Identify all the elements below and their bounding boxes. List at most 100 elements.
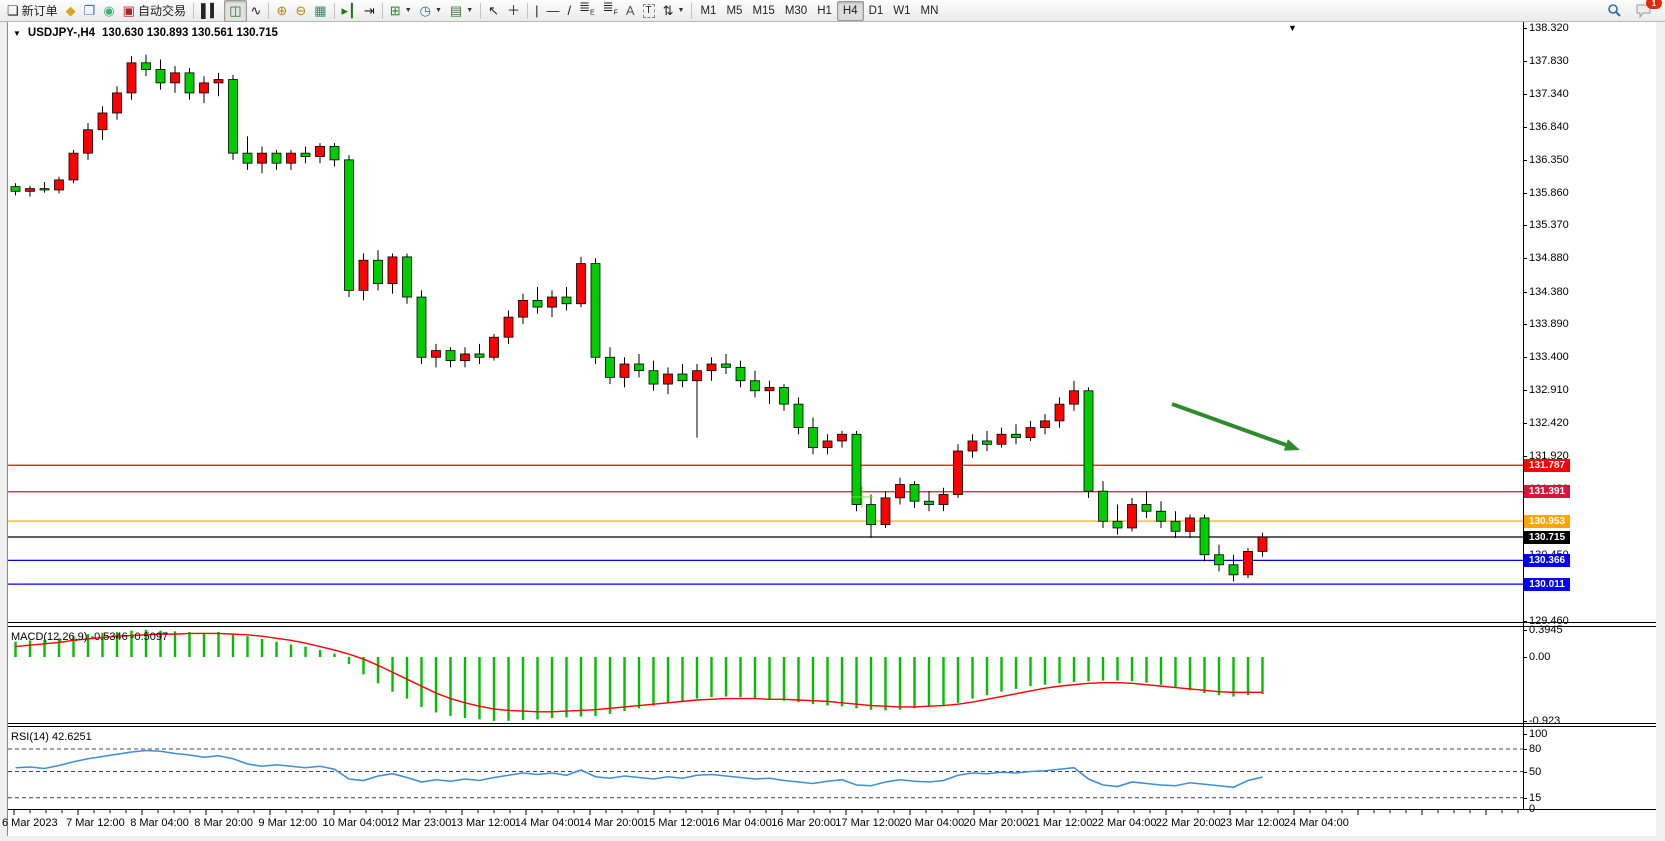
new-order-label: 新订单	[21, 4, 58, 18]
candle	[793, 403, 804, 428]
candle	[373, 259, 383, 285]
candle	[1156, 510, 1166, 522]
one-click-trading-toggle-icon[interactable]: ▼	[13, 28, 21, 38]
equidistant-channel-tool-button[interactable]: ≣E	[575, 0, 599, 21]
fibonacci-tool-button[interactable]: ≣F	[599, 0, 622, 21]
new-order-icon: ❏	[7, 2, 19, 18]
candle	[982, 440, 992, 445]
price-tick-mark	[1523, 159, 1527, 161]
candle	[692, 370, 702, 382]
macd-tick-label: 0.3945	[1529, 623, 1563, 636]
time-axis-label: 21 Mar 12:00	[1027, 817, 1093, 829]
candle	[1185, 517, 1195, 532]
rsi-tick-label: 0	[1529, 803, 1536, 815]
price-tick-mark	[1523, 390, 1527, 392]
candle	[315, 146, 325, 157]
data-window-button[interactable]: ❐	[80, 1, 100, 21]
candle	[228, 79, 238, 154]
zoom-out-button[interactable]: ⊖	[291, 1, 310, 21]
candle	[344, 159, 354, 291]
text-tool-button[interactable]: A	[622, 1, 639, 21]
auto-scroll-button[interactable]: ▸┃	[338, 1, 360, 21]
timeframe-d1-button[interactable]: D1	[868, 4, 884, 17]
autotrading-button[interactable]: ▣ 自动交易	[119, 1, 190, 21]
price-tick-label: 134.880	[1529, 252, 1569, 265]
time-axis-ticks	[13, 810, 1519, 815]
notifications-button[interactable]: 1	[1632, 0, 1662, 21]
trendline-tool-button[interactable]: /	[563, 1, 575, 21]
candle	[431, 350, 441, 358]
chart-background	[8, 22, 1656, 836]
price-axis-line[interactable]	[1523, 22, 1524, 809]
candle	[1025, 427, 1036, 439]
candle	[416, 296, 427, 358]
zoom-in-button[interactable]: ⊕	[272, 1, 291, 21]
timeframe-m30-button[interactable]: M30	[784, 4, 808, 17]
timeframe-m15-button[interactable]: M15	[752, 4, 775, 17]
candle	[967, 440, 978, 452]
crosshair-tool-button[interactable]: ＋	[503, 1, 524, 21]
time-axis-label: 15 Mar 12:00	[643, 817, 708, 829]
chart-shift-marker-icon[interactable]: ▼	[1288, 23, 1297, 33]
panel-separator[interactable]	[8, 626, 1656, 627]
rsi-tick-mark	[1523, 809, 1527, 810]
vertical-line-tool-button[interactable]: |	[531, 1, 542, 21]
price-tick-label: 137.340	[1529, 87, 1569, 100]
candle	[953, 450, 963, 495]
text-label-tool-button[interactable]: T	[639, 1, 659, 21]
price-tick-label: 134.380	[1529, 285, 1569, 298]
panel-separator[interactable]	[8, 622, 1656, 623]
candle	[39, 188, 50, 191]
market-watch-button[interactable]: ◆	[62, 1, 80, 21]
candle	[1214, 554, 1224, 566]
candle	[402, 256, 412, 298]
tile-windows-button[interactable]: ▦	[310, 1, 330, 21]
panel-separator[interactable]	[8, 726, 1656, 727]
cursor-tool-button[interactable]: ↖	[484, 1, 503, 21]
candle	[880, 497, 891, 526]
bar-chart-mode-button[interactable]: ▌▍	[197, 1, 224, 21]
search-button[interactable]	[1603, 1, 1626, 21]
candle	[1199, 517, 1210, 556]
indicators-button[interactable]: ⊞ ▼	[386, 1, 416, 21]
price-chart[interactable]	[8, 22, 1523, 623]
macd-chart[interactable]	[8, 627, 1523, 723]
panel-separator[interactable]	[8, 723, 1656, 724]
timeframe-w1-button[interactable]: W1	[893, 4, 911, 17]
new-order-button[interactable]: ❏ 新订单	[3, 1, 62, 21]
annotations	[851, 402, 1300, 508]
rsi-tick-label: 100	[1529, 728, 1548, 740]
price-tick-label: 137.830	[1529, 54, 1569, 67]
rsi-chart[interactable]	[8, 727, 1523, 809]
candle	[895, 484, 905, 499]
candlestick-mode-button[interactable]: ◫	[224, 0, 247, 22]
signals-button[interactable]: ◉	[99, 1, 118, 21]
price-tick-label: 132.910	[1529, 384, 1569, 397]
arrows-icon: ⇅	[662, 2, 674, 18]
candle	[68, 152, 79, 181]
candle	[25, 188, 35, 192]
price-tick-mark	[1523, 620, 1527, 622]
chart-shift-button[interactable]: ⇥	[360, 1, 379, 21]
zoom-in-icon: ⊕	[276, 2, 288, 18]
timeframe-m1-button[interactable]: M1	[700, 4, 717, 17]
timeframe-mn-button[interactable]: MN	[920, 4, 939, 17]
candle	[489, 336, 499, 358]
candle	[358, 259, 369, 291]
macd-signal-line	[15, 632, 1263, 713]
periods-button[interactable]: ◷ ▼	[416, 1, 446, 21]
candle	[706, 363, 717, 372]
timeframe-m5-button[interactable]: M5	[726, 4, 743, 17]
timeframe-h4-button[interactable]: H4	[836, 0, 864, 21]
rsi-tick-label: 50	[1529, 765, 1542, 778]
arrows-tool-button[interactable]: ⇅ ▼	[659, 1, 689, 21]
timeframe-h1-button[interactable]: H1	[817, 4, 832, 17]
chart-shift-icon: ⇥	[363, 2, 375, 18]
line-chart-mode-button[interactable]: ∿	[247, 1, 266, 21]
text-icon: A	[625, 2, 635, 18]
search-icon	[1608, 4, 1621, 17]
horizontal-line-tool-button[interactable]: ―	[542, 1, 563, 21]
candle	[97, 112, 108, 131]
templates-button[interactable]: ▤ ▼	[446, 1, 477, 21]
